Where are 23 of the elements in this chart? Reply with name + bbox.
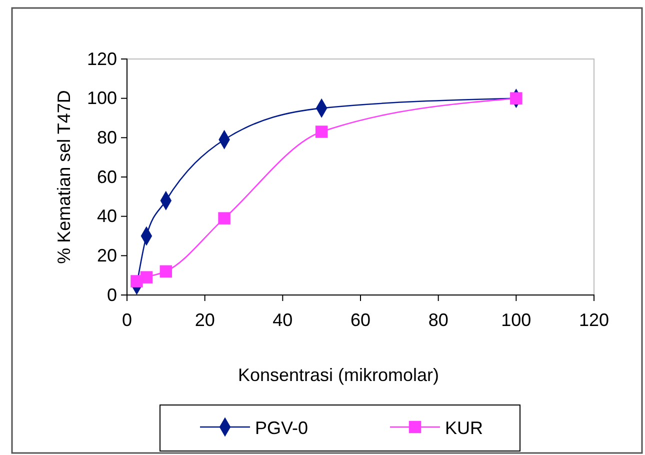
y-tick-label: 60 (96, 166, 117, 187)
legend-label: KUR (445, 418, 484, 438)
x-axis-title: Konsentrasi (mikromolar) (238, 365, 440, 385)
y-tick-label: 100 (86, 88, 117, 108)
point (510, 92, 522, 104)
y-axis-title: % Kematian sel T47D (54, 90, 74, 264)
point (160, 265, 172, 278)
x-tick-label: 20 (194, 310, 215, 330)
y-tick-label: 120 (86, 48, 117, 69)
point (315, 126, 328, 138)
x-tick-label: 0 (122, 310, 132, 330)
x-tick-label: 120 (578, 310, 610, 330)
y-tick-label: 40 (96, 206, 117, 226)
legend-label: PGV-0 (255, 418, 308, 438)
x-tick-label: 40 (272, 310, 293, 330)
y-tick-label: 0 (106, 284, 117, 305)
x-tick-label: 60 (350, 310, 371, 330)
x-tick-label: 80 (428, 310, 448, 330)
y-tick-label: 80 (96, 127, 117, 148)
x-tick-label: 100 (501, 310, 532, 330)
point (140, 271, 153, 284)
y-tick-label: 20 (96, 245, 117, 266)
point (218, 212, 230, 224)
